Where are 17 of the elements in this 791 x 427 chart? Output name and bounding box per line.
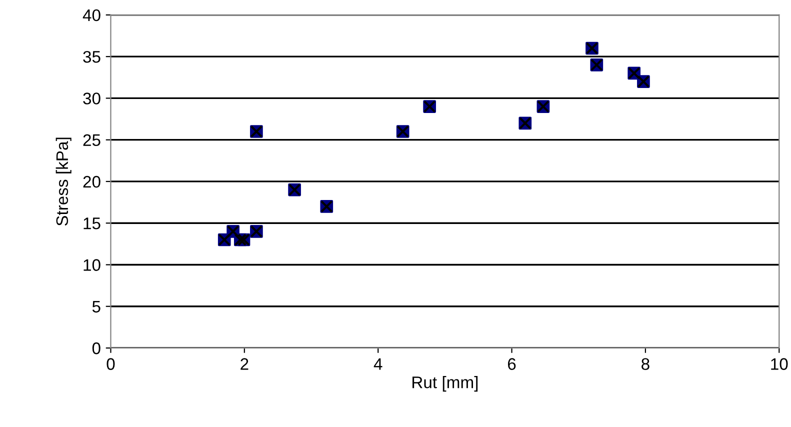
y-tick-label: 40 bbox=[82, 9, 100, 22]
y-tick-label: 5 bbox=[92, 300, 100, 313]
x-tick-label: 6 bbox=[508, 358, 516, 370]
x-tick-label: 10 bbox=[771, 358, 788, 370]
x-axis-title: Rut [mm] bbox=[412, 376, 478, 392]
x-tick-label: 4 bbox=[374, 358, 382, 370]
y-tick-label: 25 bbox=[83, 134, 100, 146]
y-tick-label: 10 bbox=[84, 259, 100, 271]
x-tick-label: 8 bbox=[642, 358, 650, 370]
y-tick-label: 0 bbox=[92, 342, 100, 354]
y-tick-label: 20 bbox=[83, 176, 100, 188]
y-tick-label: 15 bbox=[84, 218, 100, 230]
x-tick-label: 2 bbox=[240, 358, 248, 370]
y-tick-label: 35 bbox=[83, 50, 100, 63]
y-tick-label: 30 bbox=[83, 92, 100, 104]
y-axis-title: Stress [kPa] bbox=[56, 138, 72, 226]
x-tick-label: 0 bbox=[106, 358, 115, 370]
